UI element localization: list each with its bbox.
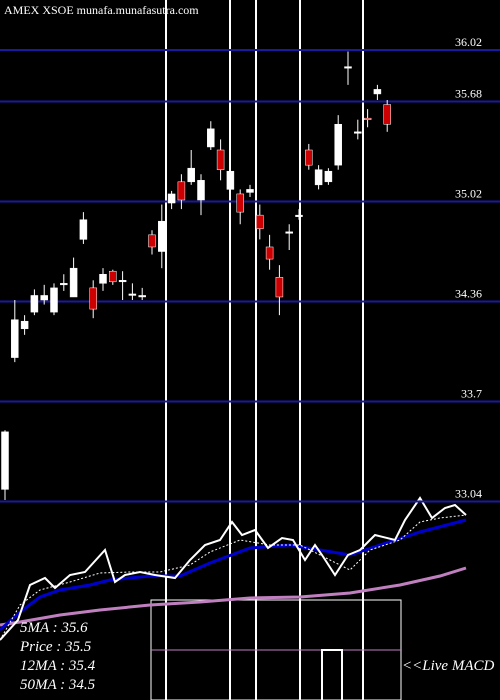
legend-entry: Price : 35.5: [19, 639, 92, 655]
markers: [165, 0, 364, 700]
candle-body: [11, 319, 19, 358]
y-tick-label: 33.04: [455, 487, 482, 501]
candle-body: [40, 295, 48, 301]
candle-body: [20, 320, 29, 330]
candle-body: [148, 234, 156, 248]
candle-body: [236, 193, 244, 213]
candle-body: [216, 149, 225, 170]
candle-body: [197, 180, 205, 201]
ma-long: [0, 566, 467, 627]
candle-body: [305, 149, 313, 166]
candle-body: [256, 214, 264, 230]
candle-body: [118, 280, 127, 283]
candle-body: [177, 181, 186, 201]
candle-body: [285, 231, 293, 234]
candle-body: [60, 283, 68, 286]
candle-body: [363, 117, 372, 120]
candle-body: [128, 293, 137, 296]
candle-body: [226, 170, 235, 190]
candle-body: [373, 89, 382, 95]
candle-body: [275, 277, 284, 298]
candle-body: [383, 104, 391, 125]
candle-body: [246, 189, 254, 193]
candle-body: [1, 431, 9, 490]
candle-body: [207, 128, 215, 148]
candle-body: [314, 169, 323, 186]
y-tick-label: 33.7: [461, 387, 482, 401]
candle-body: [158, 220, 166, 252]
indicator-label: <<Live MACD: [402, 658, 494, 674]
ma-short: [0, 514, 467, 641]
price-line: [0, 496, 467, 641]
candle-body: [50, 287, 58, 313]
candle-body: [138, 295, 146, 298]
legend-entry: 12MA : 35.4: [20, 658, 96, 674]
candle-body: [344, 66, 352, 69]
legend-entry: 50MA : 34.5: [20, 677, 96, 693]
chart-title: AMEX XSOE munafa.munafasutra.com: [4, 3, 199, 17]
candle-body: [99, 273, 107, 284]
y-tick-label: 36.02: [455, 35, 482, 49]
candle-body: [30, 295, 39, 313]
y-tick-label: 35.68: [455, 87, 482, 101]
candle-body: [89, 287, 97, 310]
candle-body: [79, 219, 88, 240]
candle-body: [109, 270, 117, 283]
candle-body: [295, 214, 303, 217]
candle-body: [354, 131, 362, 134]
macd-bar: [321, 649, 343, 700]
candle-body: [69, 267, 78, 298]
candle-body: [167, 193, 176, 204]
candle-body: [324, 170, 333, 183]
y-tick-label: 34.36: [455, 287, 482, 301]
y-tick-label: 35.02: [455, 187, 482, 201]
ma-mid: [0, 518, 467, 632]
legend-entry: 5MA : 35.6: [20, 620, 88, 636]
candle-body: [334, 123, 342, 166]
candle-body: [187, 167, 195, 183]
candle-body: [265, 246, 274, 260]
